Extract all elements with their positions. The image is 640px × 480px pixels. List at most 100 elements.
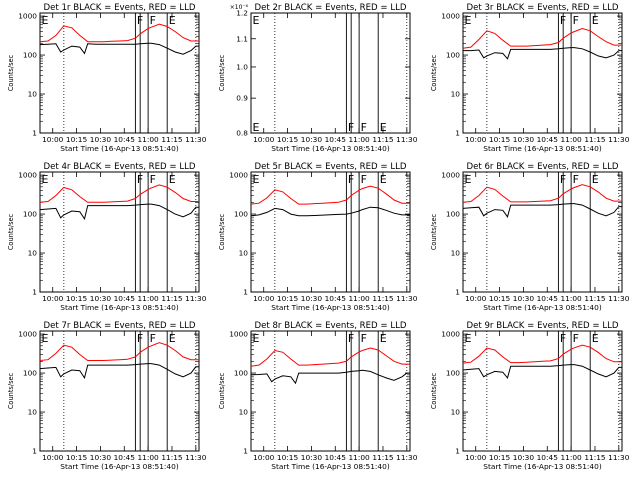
panel-title: Det 5r BLACK = Events, RED = LLD — [254, 162, 406, 172]
panel-title: Det 2r BLACK = Events, RED = LLD — [254, 3, 406, 13]
y-axis-label: Counts/sec — [430, 54, 438, 91]
x-tick-label: 10:45 — [114, 294, 136, 303]
x-tick-label: 10:00 — [253, 453, 275, 462]
x-tick-label: 10:15 — [66, 294, 88, 303]
x-axis-label: Start Time (16-Apr-13 08:51:40) — [271, 303, 390, 312]
region-label: F — [348, 173, 354, 186]
x-tick-label: 11:15 — [372, 135, 394, 144]
region-label: E — [253, 173, 260, 186]
x-tick-label: 10:00 — [253, 135, 275, 144]
y-tick-label: 1.1 — [236, 34, 248, 43]
region-label: F — [361, 173, 367, 186]
y-tick-label: 10 — [28, 249, 38, 258]
lld-series-line — [462, 27, 622, 49]
x-tick-label: 11:00 — [348, 294, 370, 303]
x-tick-label: 11:15 — [372, 453, 394, 462]
region-label: E — [42, 14, 49, 27]
x-tick-label: 10:00 — [253, 294, 275, 303]
y-tick-label: 1 — [455, 288, 460, 297]
x-tick-label: 11:00 — [348, 453, 370, 462]
x-tick-label: 11:15 — [161, 453, 183, 462]
plot-frame — [39, 12, 200, 134]
panel-title: Det 1r BLACK = Events, RED = LLD — [43, 3, 195, 13]
lld-series-line — [250, 347, 410, 367]
x-tick-label: 10:45 — [114, 453, 136, 462]
x-tick-label: 10:00 — [465, 294, 487, 303]
x-tick-label: 10:30 — [301, 453, 323, 462]
y-axis-label: Counts/sec — [218, 54, 226, 91]
x-tick-label: 11:30 — [608, 294, 630, 303]
plot-frame — [250, 171, 411, 293]
y-tick-label: 1 — [455, 129, 460, 138]
x-tick-label: 10:45 — [325, 135, 347, 144]
y-tick-label: 10 — [451, 249, 461, 258]
region-label: F — [560, 173, 566, 186]
x-tick-label: 11:30 — [396, 294, 418, 303]
region-label: F — [348, 121, 354, 134]
events-series-line — [250, 206, 410, 217]
y-exponent-label: ×10⁻⁶ — [230, 4, 249, 11]
y-tick-label: 1.0 — [236, 62, 248, 71]
y-tick-label: 100 — [446, 51, 460, 60]
y-tick-label: 1 — [32, 447, 37, 456]
y-tick-label: 1 — [32, 288, 37, 297]
region-label: E — [380, 121, 387, 134]
x-tick-label: 10:45 — [325, 294, 347, 303]
x-tick-label: 11:00 — [137, 453, 159, 462]
y-tick-label: 1000 — [18, 12, 37, 21]
region-label: F — [560, 332, 566, 345]
x-tick-label: 10:45 — [537, 294, 559, 303]
y-tick-label: 10 — [239, 408, 249, 417]
region-label: E — [380, 332, 387, 345]
plot-frame — [250, 330, 411, 452]
events-series-line — [462, 203, 622, 218]
panel-title: Det 3r BLACK = Events, RED = LLD — [466, 3, 618, 13]
panel-title: Det 6r BLACK = Events, RED = LLD — [466, 162, 618, 172]
region-label: E — [42, 332, 49, 345]
x-tick-label: 11:00 — [560, 135, 582, 144]
y-tick-label: 0.8 — [236, 129, 248, 138]
x-tick-label: 11:00 — [137, 135, 159, 144]
x-tick-label: 10:15 — [277, 453, 299, 462]
lld-series-line — [39, 184, 199, 203]
x-tick-label: 11:15 — [584, 453, 606, 462]
x-tick-label: 10:30 — [90, 294, 112, 303]
x-tick-label: 10:15 — [66, 453, 88, 462]
events-series-line — [250, 369, 410, 385]
y-tick-label: 1000 — [441, 330, 460, 339]
lld-series-line — [39, 23, 199, 43]
x-tick-label: 11:15 — [584, 135, 606, 144]
plot-frame — [462, 330, 623, 452]
region-label: E — [465, 14, 472, 27]
y-axis-label: Counts/sec — [218, 213, 226, 250]
y-tick-label: 1000 — [18, 330, 37, 339]
y-tick-label: 100 — [446, 210, 460, 219]
region-label: F — [573, 332, 579, 345]
region-label: E — [253, 121, 260, 134]
panel-title: Det 8r BLACK = Events, RED = LLD — [254, 321, 406, 331]
y-tick-label: 1000 — [441, 171, 460, 180]
x-tick-label: 10:30 — [301, 294, 323, 303]
y-tick-label: 1.2 — [236, 9, 248, 18]
y-axis-label: Counts/sec — [430, 213, 438, 250]
x-tick-label: 10:45 — [325, 453, 347, 462]
x-tick-label: 11:30 — [608, 453, 630, 462]
x-tick-label: 11:30 — [185, 453, 207, 462]
region-label: E — [592, 332, 599, 345]
y-axis-label: Counts/sec — [7, 54, 15, 91]
region-label: E — [253, 14, 260, 27]
x-tick-label: 11:30 — [185, 294, 207, 303]
x-tick-label: 10:00 — [42, 453, 64, 462]
y-axis-label: Counts/sec — [430, 372, 438, 409]
region-label: E — [380, 173, 387, 186]
y-tick-label: 10 — [451, 90, 461, 99]
x-axis-label: Start Time (16-Apr-13 08:51:40) — [271, 462, 390, 471]
panel-title: Det 4r BLACK = Events, RED = LLD — [43, 162, 195, 172]
region-label: E — [465, 173, 472, 186]
x-axis-label: Start Time (16-Apr-13 08:51:40) — [483, 303, 602, 312]
y-axis-label: Counts/sec — [7, 213, 15, 250]
y-tick-label: 1 — [243, 288, 248, 297]
x-tick-label: 11:15 — [161, 135, 183, 144]
x-tick-label: 10:15 — [489, 294, 511, 303]
region-label: F — [361, 121, 367, 134]
